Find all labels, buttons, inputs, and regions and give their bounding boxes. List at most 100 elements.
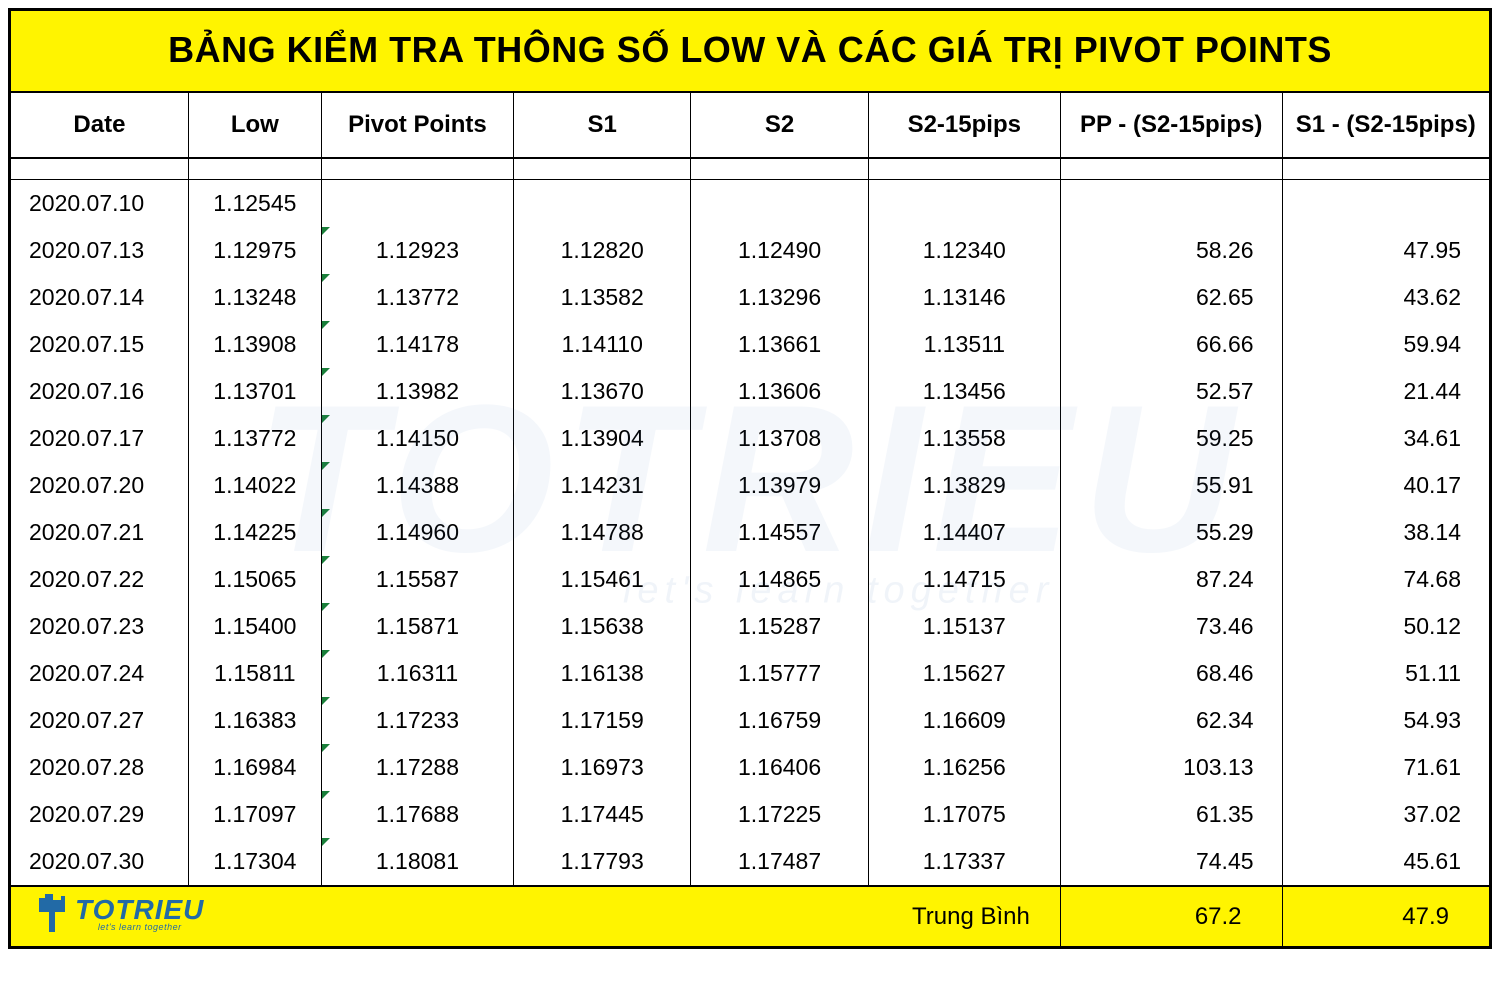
cell: 73.46 [1060,603,1282,650]
cell: 1.17445 [514,791,691,838]
cell: 1.15638 [514,603,691,650]
cell: 1.17233 [321,697,513,744]
cell: 55.91 [1060,462,1282,509]
cell: 2020.07.15 [11,321,188,368]
cell: 1.13979 [691,462,868,509]
cell: 2020.07.28 [11,744,188,791]
table-row: 2020.07.131.129751.129231.128201.124901.… [11,227,1489,274]
cell: 1.14557 [691,509,868,556]
cell: 2020.07.27 [11,697,188,744]
col-header: S1 [514,93,691,158]
cell [1060,180,1282,228]
cell: 55.29 [1060,509,1282,556]
cell: 2020.07.20 [11,462,188,509]
cell: 54.93 [1282,697,1489,744]
cell: 1.14150 [321,415,513,462]
cell: 1.13908 [188,321,321,368]
cell: 1.17487 [691,838,868,886]
cell: 1.17688 [321,791,513,838]
cell: 1.14865 [691,556,868,603]
cell: 61.35 [1060,791,1282,838]
col-header: Date [11,93,188,158]
cell: 21.44 [1282,368,1489,415]
table-row: 2020.07.151.139081.141781.141101.136611.… [11,321,1489,368]
cell: 1.13701 [188,368,321,415]
col-header: Low [188,93,321,158]
cell: 2020.07.24 [11,650,188,697]
cell: 1.13606 [691,368,868,415]
col-header: S2 [691,93,868,158]
brand-logo: TOTRIEU let's learn together [35,892,204,934]
cell: 51.11 [1282,650,1489,697]
cell: 1.14788 [514,509,691,556]
cell: 1.13456 [868,368,1060,415]
table-row: 2020.07.271.163831.172331.171591.167591.… [11,697,1489,744]
cell: 1.17793 [514,838,691,886]
cell: 2020.07.23 [11,603,188,650]
cell [1282,180,1489,228]
cell: 2020.07.10 [11,180,188,228]
spacer-row [11,158,1489,180]
cell: 2020.07.14 [11,274,188,321]
table-header-row: DateLowPivot PointsS1S2S2-15pipsPP - (S2… [11,93,1489,158]
cell: 74.68 [1282,556,1489,603]
cell: 1.15777 [691,650,868,697]
cell: 1.13772 [188,415,321,462]
cell: 1.16984 [188,744,321,791]
footer-avg-1: 67.2 [1060,886,1282,946]
table-row: 2020.07.301.173041.180811.177931.174871.… [11,838,1489,886]
cell: 1.15137 [868,603,1060,650]
cell: 1.14715 [868,556,1060,603]
cell: 37.02 [1282,791,1489,838]
table-row: 2020.07.171.137721.141501.139041.137081.… [11,415,1489,462]
cell: 1.13982 [321,368,513,415]
cell: 1.15871 [321,603,513,650]
cell: 1.17097 [188,791,321,838]
cell: 1.16383 [188,697,321,744]
cell: 1.14960 [321,509,513,556]
cell: 1.13582 [514,274,691,321]
col-header: S1 - (S2-15pips) [1282,93,1489,158]
cell: 1.16138 [514,650,691,697]
cell: 1.17075 [868,791,1060,838]
cell: 1.14388 [321,462,513,509]
cell: 34.61 [1282,415,1489,462]
cell: 1.17288 [321,744,513,791]
cell: 1.13511 [868,321,1060,368]
cell: 1.14231 [514,462,691,509]
cell: 1.16759 [691,697,868,744]
cell: 2020.07.21 [11,509,188,556]
table-row: 2020.07.291.170971.176881.174451.172251.… [11,791,1489,838]
cell: 2020.07.16 [11,368,188,415]
cell: 59.94 [1282,321,1489,368]
table-row: 2020.07.141.132481.137721.135821.132961.… [11,274,1489,321]
cell: 66.66 [1060,321,1282,368]
cell: 1.13146 [868,274,1060,321]
cell: 74.45 [1060,838,1282,886]
table-row: 2020.07.101.12545 [11,180,1489,228]
logo-tagline: let's learn together [98,922,182,932]
table-row: 2020.07.221.150651.155871.154611.148651.… [11,556,1489,603]
cell: 1.16609 [868,697,1060,744]
cell: 59.25 [1060,415,1282,462]
cell: 1.16406 [691,744,868,791]
cell: 68.46 [1060,650,1282,697]
table-footer-row: Trung Bình67.247.9 [11,886,1489,946]
cell: 2020.07.13 [11,227,188,274]
cell: 1.12923 [321,227,513,274]
cell: 1.17159 [514,697,691,744]
cell: 1.12820 [514,227,691,274]
table-row: 2020.07.281.169841.172881.169731.164061.… [11,744,1489,791]
pivot-table: DateLowPivot PointsS1S2S2-15pipsPP - (S2… [11,93,1489,946]
cell [868,180,1060,228]
cell [691,180,868,228]
cell: 1.13708 [691,415,868,462]
cell: 52.57 [1060,368,1282,415]
cell: 1.13248 [188,274,321,321]
cell: 1.16311 [321,650,513,697]
cell: 1.17304 [188,838,321,886]
cell: 1.16973 [514,744,691,791]
cell: 1.12975 [188,227,321,274]
cell: 1.13829 [868,462,1060,509]
table-container: BẢNG KIỂM TRA THÔNG SỐ LOW VÀ CÁC GIÁ TR… [8,8,1492,949]
